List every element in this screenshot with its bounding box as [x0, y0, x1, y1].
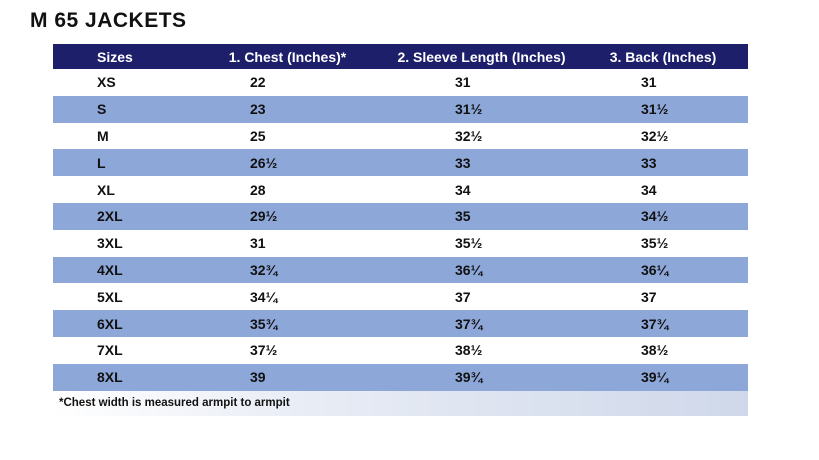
measure-cell: 22 [250, 74, 266, 91]
measure-cell: 25 [250, 127, 266, 144]
measure-cell: 34 [455, 181, 471, 198]
size-cell: S [97, 101, 107, 118]
size-cell: 5XL [97, 288, 123, 305]
table-header: Sizes 1. Chest (Inches)* 2. Sleeve Length … [53, 44, 748, 69]
size-cell: 7XL [97, 342, 123, 359]
measure-cell: 39¼ [641, 369, 669, 386]
measure-cell: 32½ [641, 127, 669, 144]
size-cell: L [97, 154, 106, 171]
measure-cell: 34 [641, 181, 657, 198]
header-cell: Sizes [97, 48, 133, 65]
measure-cell: 26½ [250, 154, 278, 171]
table-row: L 26½ 33 33 [53, 149, 748, 177]
measure-cell: 31 [641, 74, 657, 91]
measure-cell: 31½ [455, 101, 483, 118]
table-row: 7XL 37½ 38½ 38½ [53, 337, 748, 364]
measure-cell: 35½ [455, 235, 483, 252]
measure-cell: 36¼ [641, 261, 669, 278]
table-row: 2XL 29½ 35 34½ [53, 202, 748, 230]
size-cell: 8XL [97, 369, 123, 386]
measure-cell: 35¾ [250, 315, 278, 332]
measure-cell: 35 [455, 208, 471, 225]
header-cell: 1. Chest (Inches)* [228, 48, 347, 65]
table-row: M 25 32½ 32½ [53, 123, 748, 150]
size-cell: M [97, 127, 109, 144]
measure-cell: 37¾ [455, 315, 483, 332]
measure-cell: 37½ [250, 342, 278, 359]
table-row: 5XL 34¼ 37 37 [53, 283, 748, 310]
measure-cell: 33 [641, 154, 657, 171]
measure-cell: 36¼ [455, 261, 483, 278]
page-title: M 65 JACKETS [30, 9, 187, 32]
table-row: XL 28 34 34 [53, 176, 748, 203]
table-row: 3XL 31 35½ 35½ [53, 230, 748, 257]
table-row: 4XL 32¾ 36¼ 36¼ [53, 256, 748, 284]
measure-cell: 32¾ [250, 261, 278, 278]
measure-cell: 28 [250, 181, 266, 198]
table-row: 6XL 35¾ 37¾ 37¾ [53, 310, 748, 337]
size-cell: 6XL [97, 315, 123, 332]
measure-cell: 29½ [250, 208, 278, 225]
table-row: XS 22 31 31 [53, 69, 748, 96]
size-cell: XL [97, 181, 115, 198]
table-row: S 23 31½ 31½ [53, 95, 748, 123]
measure-cell: 39 [250, 369, 266, 386]
measure-cell: 35½ [641, 235, 669, 252]
measure-cell: 34½ [641, 208, 669, 225]
measure-cell: 34¼ [250, 288, 278, 305]
size-cell: 3XL [97, 235, 123, 252]
measure-cell: 31½ [641, 101, 669, 118]
size-table: Sizes 1. Chest (Inches)* 2. Sleeve Length … [53, 44, 748, 416]
table-row: 8XL 39 39¾ 39¼ [53, 363, 748, 391]
measure-cell: 38½ [455, 342, 483, 359]
measure-cell: 39¾ [455, 369, 483, 386]
header-cell: 3. Back (Inches) [609, 48, 717, 65]
measure-cell: 37¾ [641, 315, 669, 332]
measure-cell: 31 [250, 235, 266, 252]
size-cell: 2XL [97, 208, 123, 225]
measure-cell: 23 [250, 101, 266, 118]
size-cell: XS [97, 74, 116, 91]
measure-cell: 37 [455, 288, 471, 305]
header-cell: 2. Sleeve Length (Inches) [397, 48, 566, 65]
footnote: *Chest width is measured armpit to armpi… [53, 390, 748, 416]
size-cell: 4XL [97, 261, 123, 278]
measure-cell: 38½ [641, 342, 669, 359]
measure-cell: 32½ [455, 127, 483, 144]
measure-cell: 33 [455, 154, 471, 171]
measure-cell: 37 [641, 288, 657, 305]
measure-cell: 31 [455, 74, 471, 91]
